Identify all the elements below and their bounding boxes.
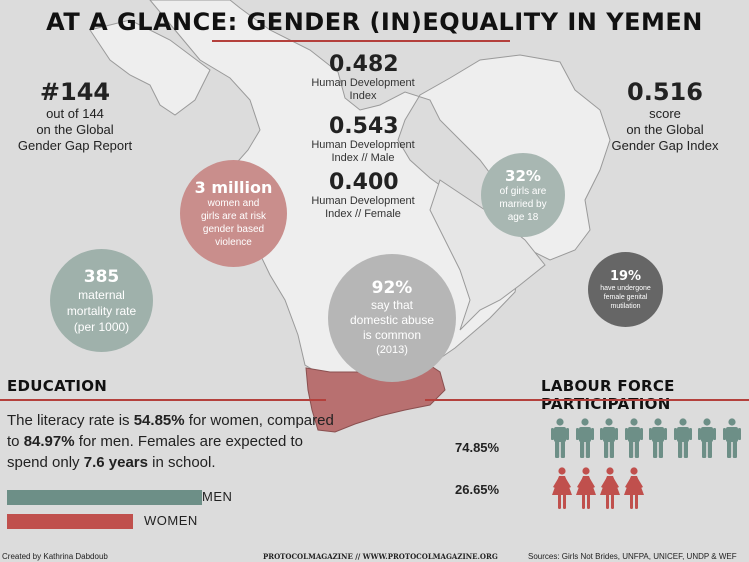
rank-line2: on the Global — [36, 122, 114, 137]
rank-line1: out of 144 — [46, 106, 104, 121]
woman-icon — [599, 467, 621, 514]
school-years-value: 7.6 years — [83, 454, 148, 471]
man-icon — [649, 418, 667, 463]
women-literacy-bar — [7, 514, 133, 529]
literacy-text: The literacy rate is 54.85% for women, c… — [7, 410, 347, 473]
gender-gap-score: 0.516 score on the Global Gender Gap Ind… — [585, 78, 745, 154]
man-icon — [624, 418, 643, 463]
man-icon — [698, 418, 716, 463]
violence-l3: gender based — [202, 224, 265, 235]
married-l1: of girls are — [499, 185, 547, 197]
footer-site: PROTOCOLMAGAZINE // WWW.PROTOCOLMAGAZINE… — [263, 552, 498, 561]
man-icon — [551, 418, 569, 463]
women-bar-label: WOMEN — [144, 513, 198, 528]
literacy-men-value: 84.97% — [23, 433, 75, 450]
fgm-l3: mutilation — [610, 302, 641, 310]
abuse-l1: say that — [370, 298, 414, 312]
hdi-male: 0.543 Human Development Index // Male — [303, 114, 423, 165]
labour-women-value: 26.65% — [455, 482, 500, 497]
woman-icon — [575, 467, 597, 514]
violence-circle: 3 million women and girls are at risk ge… — [180, 160, 287, 267]
fgm-l1: have undergone — [600, 284, 651, 292]
hdi-line2: Index — [349, 90, 377, 102]
score-value: 0.516 — [627, 78, 703, 106]
education-heading: EDUCATION — [7, 377, 108, 395]
women-icon-row — [551, 467, 671, 509]
hdi-female: 0.400 Human Development Index // Female — [303, 170, 423, 221]
footer-credit: Created by Kathrina Dabdoub — [2, 552, 108, 561]
men-icon-row — [551, 418, 741, 458]
labour-heading: LABOUR FORCE PARTICIPATION — [541, 377, 675, 413]
education-rule — [0, 399, 326, 401]
literacy-text-d: in school. — [147, 454, 216, 471]
violence-value: 3 million — [194, 178, 273, 197]
violence-l2: girls are at risk — [200, 211, 266, 222]
title-underline — [212, 40, 510, 42]
woman-icon — [551, 467, 573, 514]
maternal-l3: (per 1000) — [73, 319, 130, 334]
literacy-text-b: for women, compared to — [7, 412, 334, 450]
man-icon — [600, 418, 618, 463]
hdi-male-value: 0.543 — [329, 114, 399, 139]
fgm-circle: 19% have undergone female genital mutila… — [588, 252, 663, 327]
hdi-male-line2: Index // Male — [331, 152, 395, 164]
footer-sources: Sources: Girls Not Brides, UNFPA, UNICEF… — [528, 552, 737, 561]
literacy-women-value: 54.85% — [133, 412, 185, 429]
fgm-l2: female genital — [603, 293, 648, 301]
abuse-l3: is common — [362, 328, 421, 342]
men-bar-label: MEN — [202, 489, 233, 504]
men-literacy-bar — [7, 490, 202, 505]
violence-l1: women and — [207, 198, 260, 209]
violence-l4: violence — [215, 237, 252, 248]
hdi-female-line2: Index // Female — [325, 208, 401, 220]
abuse-value: 92% — [371, 278, 413, 298]
hdi-value: 0.482 — [329, 52, 399, 77]
maternal-value: 385 — [83, 266, 120, 287]
fgm-value: 19% — [609, 268, 642, 284]
hdi-female-line1: Human Development — [311, 195, 415, 207]
man-icon — [722, 418, 741, 463]
child-marriage-circle: 32% of girls are married by age 18 — [481, 153, 565, 237]
score-line2: on the Global — [626, 122, 704, 137]
maternal-l2: mortality rate — [66, 303, 137, 318]
abuse-l2: domestic abuse — [349, 313, 435, 327]
gender-gap-rank: #144 out of 144 on the Global Gender Gap… — [0, 78, 150, 154]
labour-men-value: 74.85% — [455, 440, 500, 455]
married-l2: married by — [499, 198, 547, 210]
score-line3: Gender Gap Index — [611, 138, 719, 153]
married-l3: age 18 — [507, 211, 539, 223]
maternal-l1: maternal — [78, 287, 125, 302]
rank-value: #144 — [39, 78, 111, 106]
maternal-mortality-circle: 385 maternal mortality rate (per 1000) — [50, 249, 153, 352]
hdi-male-line1: Human Development — [311, 139, 415, 151]
hdi-overall: 0.482 Human Development Index — [303, 52, 423, 103]
man-icon — [673, 418, 692, 463]
labour-rule — [425, 399, 749, 401]
northern-land — [89, 19, 211, 116]
score-line1: score — [649, 106, 681, 121]
literacy-text-a: The literacy rate is — [7, 412, 134, 429]
rank-line3: Gender Gap Report — [17, 138, 133, 153]
hdi-female-value: 0.400 — [329, 170, 399, 195]
married-value: 32% — [505, 166, 541, 185]
literacy-text-c: for men. Females are expected to spend o… — [7, 433, 304, 471]
domestic-abuse-circle: 92% say that domestic abuse is common (2… — [328, 254, 456, 382]
abuse-l4: (2013) — [376, 344, 408, 356]
woman-icon — [623, 467, 645, 514]
hdi-line1: Human Development — [311, 77, 415, 89]
man-icon — [575, 418, 594, 463]
page-title: AT A GLANCE: GENDER (IN)EQUALITY IN YEME… — [46, 8, 703, 36]
